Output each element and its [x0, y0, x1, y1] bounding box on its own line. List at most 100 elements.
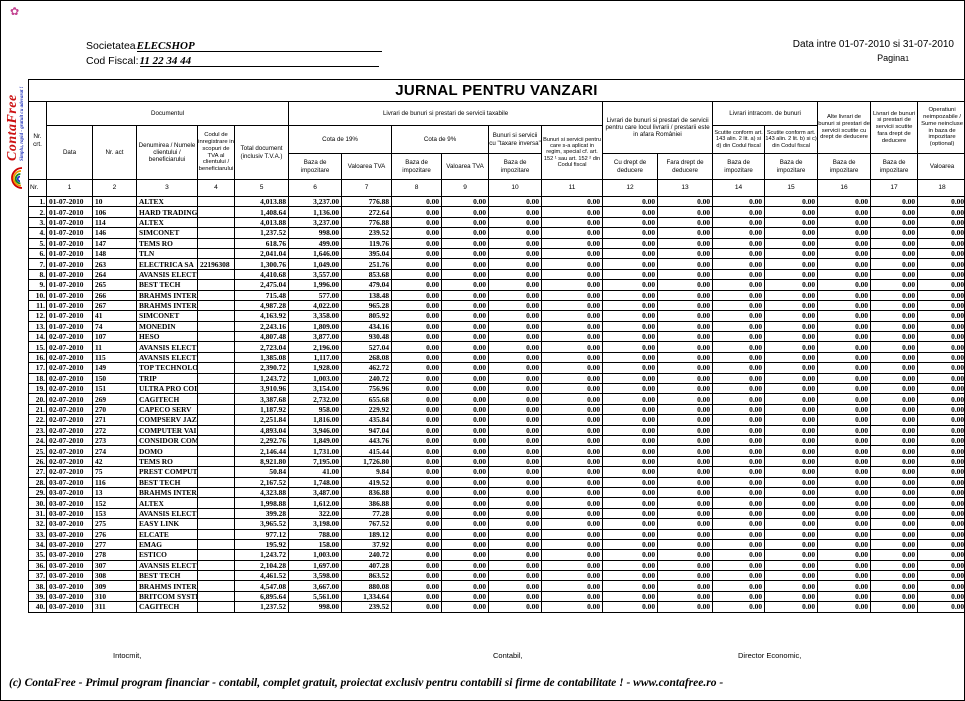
cell: 2,243.16	[233, 320, 290, 333]
cell: 434.16	[341, 320, 393, 333]
cell: 1,334.64	[341, 590, 393, 603]
cell: AVANSIS ELECT	[136, 351, 198, 364]
cell: 0.00	[541, 289, 604, 301]
table-row: 9. 01-07-2010 265 BEST TECH 2,475.04 1,996.00…	[28, 279, 964, 291]
cell: 0.00	[391, 247, 443, 260]
cell: 0.00	[657, 528, 714, 540]
column-numbers-row: Nr. 1 2 3 4 5 6 7 8 9 10 11 12 13 14 15 16 17 18	[28, 179, 964, 197]
cell: 3,667.00	[288, 580, 343, 592]
cell: 0.00	[764, 227, 819, 239]
table-row: 21. 02-07-2010 270 CAPECO SERV 1,187.92 958.0…	[28, 403, 964, 416]
cell: 0.00	[541, 279, 604, 291]
cell: 0.00	[602, 237, 659, 249]
header-tva-9: Valoarea TVA	[441, 153, 490, 180]
cell: ALTEX	[136, 195, 198, 208]
cell: 0.00	[657, 258, 714, 270]
cell: 0.00	[870, 393, 919, 405]
cell: 75	[92, 466, 137, 478]
cell: 0.00	[764, 507, 819, 520]
contafree-logo: ✿ ContaFree Simplu, rapid - gratuit cu a…	[2, 3, 32, 273]
cell: 0.00	[712, 403, 766, 416]
row-number: 10.	[28, 289, 47, 301]
table-row: 15. 02-07-2010 11 AVANSIS ELECT 2,723.04 2,19…	[28, 341, 964, 353]
cell: 0.00	[657, 445, 714, 457]
cell: 0.00	[391, 258, 443, 270]
cell: 407.28	[341, 559, 393, 572]
cell: 419.52	[341, 476, 393, 488]
cell: 0.00	[602, 414, 659, 426]
cell: 0.00	[817, 351, 872, 364]
cell: 0.00	[657, 279, 714, 291]
cell: 2,104.28	[233, 559, 290, 572]
cell: 0.00	[817, 279, 872, 291]
cell: PREST COMPUT	[136, 466, 198, 478]
cell: 0.00	[441, 424, 490, 437]
cell: 0.00	[917, 518, 964, 530]
cell: SIMCONET	[136, 310, 198, 322]
cell: 276	[92, 528, 137, 540]
cell: 0.00	[488, 383, 543, 395]
cell: 0.00	[712, 372, 766, 385]
cell: 0.00	[391, 331, 443, 343]
cell: 0.00	[712, 289, 766, 301]
cell: 0.00	[541, 590, 604, 603]
logo-wordmark: ContaFree	[5, 94, 20, 161]
cell: 01-07-2010	[46, 310, 93, 322]
cell: 0.00	[917, 455, 964, 468]
cell	[197, 299, 235, 312]
cell: 0.00	[870, 570, 919, 582]
cell: 01-07-2010	[46, 299, 93, 312]
header-group-afara-romaniei: Livrari de bunuri si prestari de servici…	[602, 101, 714, 154]
cell: 0.00	[817, 601, 872, 613]
cell: 0.00	[870, 538, 919, 551]
row-number: 9.	[28, 279, 47, 291]
cell: COMPUTER VAI	[136, 424, 198, 437]
cell: 0.00	[602, 528, 659, 540]
cell: 0.00	[657, 518, 714, 530]
cell: 0.00	[817, 590, 872, 603]
cell: CAGITECH	[136, 601, 198, 613]
cell: 1,726.80	[341, 455, 393, 468]
cell: 0.00	[817, 434, 872, 447]
cell: 0.00	[917, 590, 964, 603]
cell: 998.00	[288, 227, 343, 239]
cell: 0.00	[657, 466, 714, 478]
cell: 0.00	[712, 538, 766, 551]
date-range: Data intre 01-07-2010 si 31-07-2010	[792, 39, 954, 50]
header-taxare-inversa: Bunuri si servicii cu "taxare inversa"	[488, 125, 543, 154]
cell: 0.00	[712, 486, 766, 499]
cell: 0.00	[391, 445, 443, 457]
cell: 880.08	[341, 580, 393, 592]
column-number: 12	[602, 179, 659, 197]
cell: 0.00	[441, 528, 490, 540]
cell: ULTRA PRO COI	[136, 383, 198, 395]
cell: 0.00	[541, 486, 604, 499]
column-number: 15	[764, 179, 819, 197]
cell	[197, 559, 235, 572]
cell: 0.00	[817, 559, 872, 572]
cell: 0.00	[764, 549, 819, 561]
cell: 2,167.52	[233, 476, 290, 488]
cell: 0.00	[391, 268, 443, 281]
cell: 0.00	[488, 445, 543, 457]
cell: 0.00	[712, 206, 766, 218]
cell: 1,117.00	[288, 351, 343, 364]
cell	[197, 507, 235, 520]
cell: BRITCOM SYSTE	[136, 590, 198, 603]
cell: 0.00	[870, 195, 919, 208]
cell: 0.00	[712, 559, 766, 572]
cell: 0.00	[488, 372, 543, 385]
cell: 0.00	[602, 341, 659, 353]
cell: 240.72	[341, 372, 393, 385]
cell: 0.00	[870, 497, 919, 509]
cell: 0.00	[870, 351, 919, 364]
cell: 0.00	[541, 268, 604, 281]
cell: 4,163.92	[233, 310, 290, 322]
cell: 0.00	[870, 403, 919, 416]
cell: 0.00	[764, 424, 819, 437]
cell: 13	[92, 486, 137, 499]
cell: 150	[92, 372, 137, 385]
cell: BEST TECH	[136, 476, 198, 488]
cell: 0.00	[870, 580, 919, 592]
cell: 0.00	[391, 310, 443, 322]
